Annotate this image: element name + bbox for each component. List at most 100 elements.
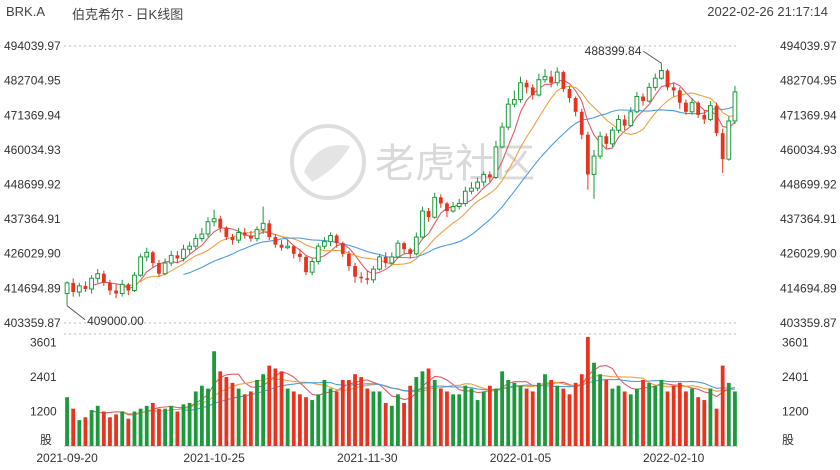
volume-bar <box>451 394 455 446</box>
candle-body <box>383 256 388 264</box>
price-tick-label-left: 437364.91 <box>4 212 61 226</box>
date-tick-label: 2022-02-10 <box>643 451 705 465</box>
candle-body <box>132 274 137 291</box>
volume-bar <box>616 385 621 446</box>
volume-bar <box>524 388 529 446</box>
candle-body <box>493 146 499 178</box>
candle-body <box>536 79 542 96</box>
volume-unit-right: 股 <box>782 433 794 447</box>
volume-bar <box>720 365 725 446</box>
volume-bar <box>383 402 388 446</box>
candle-body <box>298 253 302 257</box>
volume-bar <box>494 388 498 446</box>
volume-bar <box>585 336 590 446</box>
volume-bar <box>359 377 364 446</box>
candle-body <box>334 235 339 244</box>
volume-bar <box>310 400 315 446</box>
candle-body <box>646 86 652 102</box>
candle-body <box>89 277 94 290</box>
candle-body <box>597 135 603 157</box>
volume-bar <box>334 391 339 446</box>
volume-bar <box>647 382 652 446</box>
candle-body <box>119 283 125 295</box>
candle-body <box>181 248 186 259</box>
volume-bar <box>175 411 180 446</box>
volume-bar <box>512 382 517 446</box>
candle-body <box>622 119 627 126</box>
volume-bar <box>101 411 106 446</box>
volume-bar <box>261 374 266 446</box>
volume-bar <box>206 388 210 446</box>
candle-body <box>616 118 621 131</box>
volume-bar <box>579 374 584 446</box>
volume-bar <box>475 400 480 446</box>
candle-body <box>353 266 357 277</box>
candle-body <box>689 102 695 113</box>
volume-bar <box>340 379 345 446</box>
candle-body <box>732 91 738 122</box>
candle-body <box>248 235 253 239</box>
volume-bar <box>635 388 639 446</box>
low-marker-line <box>66 305 86 321</box>
candle-body <box>187 245 193 250</box>
candle-body <box>708 105 713 120</box>
annotations: 409000.00 488399.84 <box>66 44 662 328</box>
volume-bar <box>267 365 272 446</box>
volume-bar <box>304 397 308 446</box>
candle-body <box>83 285 88 289</box>
price-axis-left: 494039.97 482704.95 471369.94 460034.93 4486… <box>4 39 61 330</box>
candle-body <box>684 102 688 112</box>
volume-bar <box>653 385 658 446</box>
volume-bar <box>561 388 566 446</box>
candles <box>64 63 738 306</box>
volume-bar <box>83 417 88 446</box>
volume-bar <box>285 388 290 446</box>
candle-body <box>108 282 112 291</box>
candle-body <box>273 237 278 245</box>
candle-body <box>309 260 315 273</box>
volume-bar <box>230 382 235 446</box>
volume-bar <box>610 388 615 446</box>
volume-tick-label-right: 1200 <box>782 405 809 419</box>
candle-body <box>462 190 468 204</box>
candle-body <box>665 70 670 88</box>
candle-body <box>652 77 658 88</box>
volume-bar <box>598 374 603 446</box>
candle-body <box>138 256 143 276</box>
candle-body <box>445 203 449 212</box>
volume-tick-label-left: 1200 <box>30 405 57 419</box>
volume-bar <box>543 374 547 446</box>
candle-body <box>328 235 333 243</box>
candle-body <box>604 136 609 144</box>
volume-bar <box>481 391 486 446</box>
candle-body <box>315 245 321 262</box>
ma20-line <box>183 105 736 276</box>
candle-body <box>150 252 155 264</box>
volume-bar <box>659 379 664 446</box>
volume-bar <box>726 382 731 446</box>
volume-bar <box>592 362 596 446</box>
candle-body <box>561 72 566 89</box>
candle-body <box>230 237 235 241</box>
candle-body <box>267 223 272 238</box>
candle-body <box>371 268 376 281</box>
volume-unit-left: 股 <box>40 433 52 447</box>
volume-bar <box>108 417 112 446</box>
volume-bar <box>708 388 713 446</box>
volume-bar <box>298 394 302 446</box>
volume-bar <box>555 385 560 446</box>
volume-bar <box>181 404 186 446</box>
timestamp: 2022-02-26 21:17:14 <box>707 4 828 19</box>
volume-bars <box>65 336 737 446</box>
volume-tick-label-right: 2401 <box>782 370 809 384</box>
volume-bar <box>536 382 541 446</box>
candle-body <box>377 256 382 270</box>
volume-bar <box>224 377 229 446</box>
volume-bar <box>684 391 688 446</box>
volume-bar <box>77 420 82 446</box>
candle-body <box>168 254 174 264</box>
volume-bar <box>702 400 707 446</box>
candle-body <box>279 244 284 248</box>
volume-bar <box>567 394 572 446</box>
price-tick-label-left: 494039.97 <box>4 39 61 53</box>
